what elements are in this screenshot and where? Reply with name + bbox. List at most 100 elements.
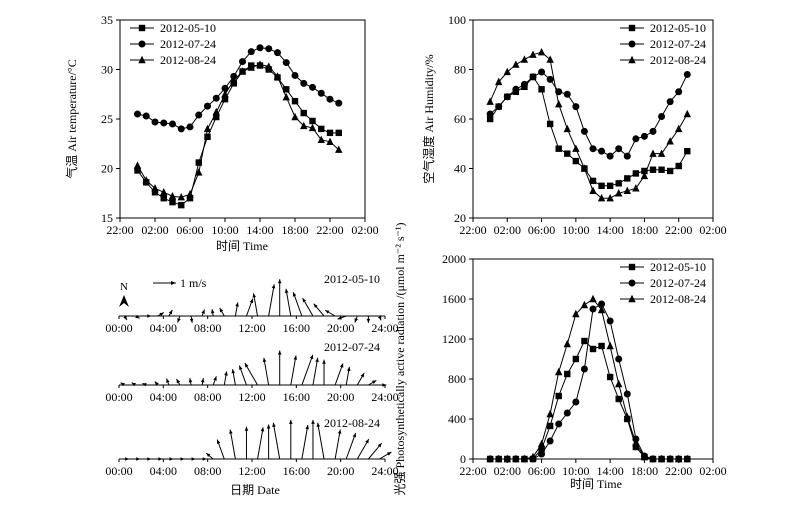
data-point (666, 167, 674, 175)
series-line-2012-08-24 (489, 51, 688, 199)
wind-vector-head (249, 298, 254, 304)
x-tick-label: 00:00 (105, 390, 132, 404)
data-point (221, 96, 229, 103)
series-line-2012-07-24 (489, 71, 688, 157)
x-tick-label: 24:00 (371, 464, 398, 478)
data-point (300, 109, 307, 117)
data-point (195, 168, 203, 176)
data-point (649, 127, 657, 135)
data-point (658, 166, 665, 173)
wind-vector-head (337, 429, 342, 434)
data-point (213, 113, 220, 121)
data-point (555, 99, 563, 108)
data-point (658, 113, 666, 121)
x-tick-label: 10:00 (562, 223, 589, 237)
data-point (572, 309, 580, 318)
wind-vector-head (231, 369, 235, 374)
legend-marker (628, 24, 636, 32)
wind-vector (257, 427, 264, 460)
legend-marker (628, 279, 636, 287)
x-tick-label: 20:00 (327, 321, 354, 335)
y-tick-label: 1200 (442, 332, 466, 346)
wind-vector-head (293, 355, 298, 360)
data-point (335, 129, 342, 137)
data-point (546, 422, 554, 430)
x-tick-label: 24:00 (371, 321, 398, 335)
wind-vector-head (216, 439, 221, 444)
data-point (675, 88, 683, 96)
legend-marker (138, 24, 146, 32)
wind-vector-head (147, 457, 152, 461)
data-point (641, 167, 648, 175)
data-point (546, 55, 554, 63)
data-point (546, 120, 554, 128)
data-point (520, 80, 528, 88)
data-point (675, 454, 683, 463)
legend-label: 2012-05-10 (650, 21, 706, 35)
x-tick-label: 00:00 (105, 464, 132, 478)
wind-vector-head (354, 318, 358, 323)
wind-vector-head (159, 312, 164, 317)
y-tick-label: 400 (448, 412, 466, 426)
data-point (598, 300, 606, 308)
data-point (555, 420, 563, 428)
temperature-y-axis-title: 气温 Air temperature/°C (64, 59, 79, 178)
wind-vector-head (262, 357, 267, 363)
x-tick-label: 08:00 (194, 464, 221, 478)
x-tick-label: 22:00 (459, 464, 486, 478)
wind-row-2012-08-24: 00:00 04:00 08:00 12:00 16:00 20:00 24:00 2012-… (105, 416, 398, 478)
data-point (529, 452, 537, 461)
data-point (564, 150, 571, 157)
y-tick-label: 40 (454, 162, 466, 176)
data-point (221, 84, 229, 92)
data-point (212, 107, 220, 116)
data-point (538, 68, 546, 76)
data-point (282, 59, 290, 67)
wind-vector-head (142, 383, 147, 387)
wind-vector-head (235, 302, 239, 307)
data-point (572, 144, 580, 152)
wind-vector-head (352, 433, 356, 438)
data-point (318, 125, 325, 133)
wind-vector-head (322, 359, 326, 364)
wind-vector-head (158, 457, 163, 461)
data-point (186, 123, 194, 131)
data-point (675, 124, 683, 133)
data-point (572, 355, 580, 363)
wind-panel: 00:00 04:00 08:00 12:00 16:00 20:00 24:00 2012-… (105, 272, 398, 497)
data-point (178, 201, 185, 209)
data-point (581, 337, 588, 345)
legend-label: 2012-05-10 (650, 260, 706, 274)
wind-vector-head (366, 318, 371, 323)
wind-vector-head (202, 457, 207, 461)
data-point (649, 454, 657, 463)
data-point (308, 123, 317, 132)
x-tick-label: 20:00 (327, 464, 354, 478)
wind-x-axis-title: 日期 Date (230, 483, 280, 497)
x-tick-label: 22:00 (665, 464, 692, 478)
x-tick-label: 02:00 (494, 223, 521, 237)
data-point (640, 171, 649, 180)
wind-vector-head (313, 303, 318, 308)
wind-row-date-label: 2012-08-24 (324, 416, 380, 430)
data-point (309, 117, 316, 125)
x-tick-label: 10:00 (211, 223, 238, 237)
y-tick-label: 30 (101, 63, 113, 77)
data-point (580, 164, 589, 172)
data-point (606, 341, 614, 350)
legend-marker (138, 55, 146, 64)
data-point (239, 58, 246, 66)
data-point (555, 367, 563, 376)
data-point (640, 132, 648, 140)
legend-marker (628, 55, 636, 64)
wind-vector (290, 355, 297, 386)
x-tick-label: 04:00 (150, 464, 177, 478)
x-tick-label: 14:00 (596, 464, 623, 478)
data-point (300, 79, 308, 87)
data-point (283, 86, 290, 93)
wind-row-2012-07-24: 00:00 04:00 08:00 12:00 16:00 20:00 24:00 2012-… (105, 340, 398, 404)
data-point (598, 147, 606, 155)
x-tick-label: 06:00 (528, 464, 555, 478)
x-tick-label: 02:00 (699, 223, 726, 237)
wind-vector (268, 284, 275, 317)
